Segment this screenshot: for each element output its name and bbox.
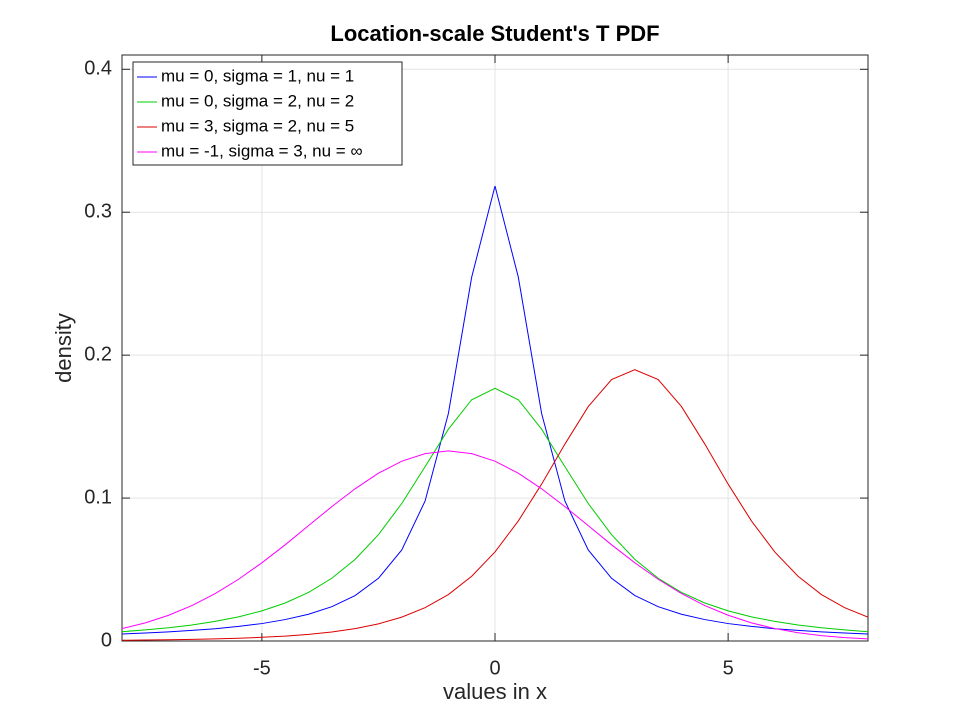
x-axis-label: values in x [443,679,547,704]
chart-title: Location-scale Student's T PDF [330,21,659,46]
series-line [122,450,868,640]
x-tick-label: -5 [253,657,271,679]
legend-label: mu = 0, sigma = 2, nu = 2 [161,91,354,110]
legend-label: mu = -1, sigma = 3, nu = ∞ [161,141,363,160]
x-tick-label: 5 [723,657,734,679]
y-tick-label: 0.4 [84,58,112,80]
y-tick-label: 0 [101,629,112,651]
series-line [122,387,868,633]
series-line [122,185,868,635]
series-line [122,369,868,641]
y-tick-label: 0.3 [84,201,112,223]
y-tick-label: 0.2 [84,343,112,365]
y-tick-label: 0.1 [84,486,112,508]
y-axis-label: density [51,313,76,383]
x-tick-label: 0 [489,657,500,679]
legend-label: mu = 3, sigma = 2, nu = 5 [161,116,354,135]
plot-frame [121,54,869,642]
legend-label: mu = 0, sigma = 1, nu = 1 [161,66,354,85]
legend-box [132,61,403,166]
